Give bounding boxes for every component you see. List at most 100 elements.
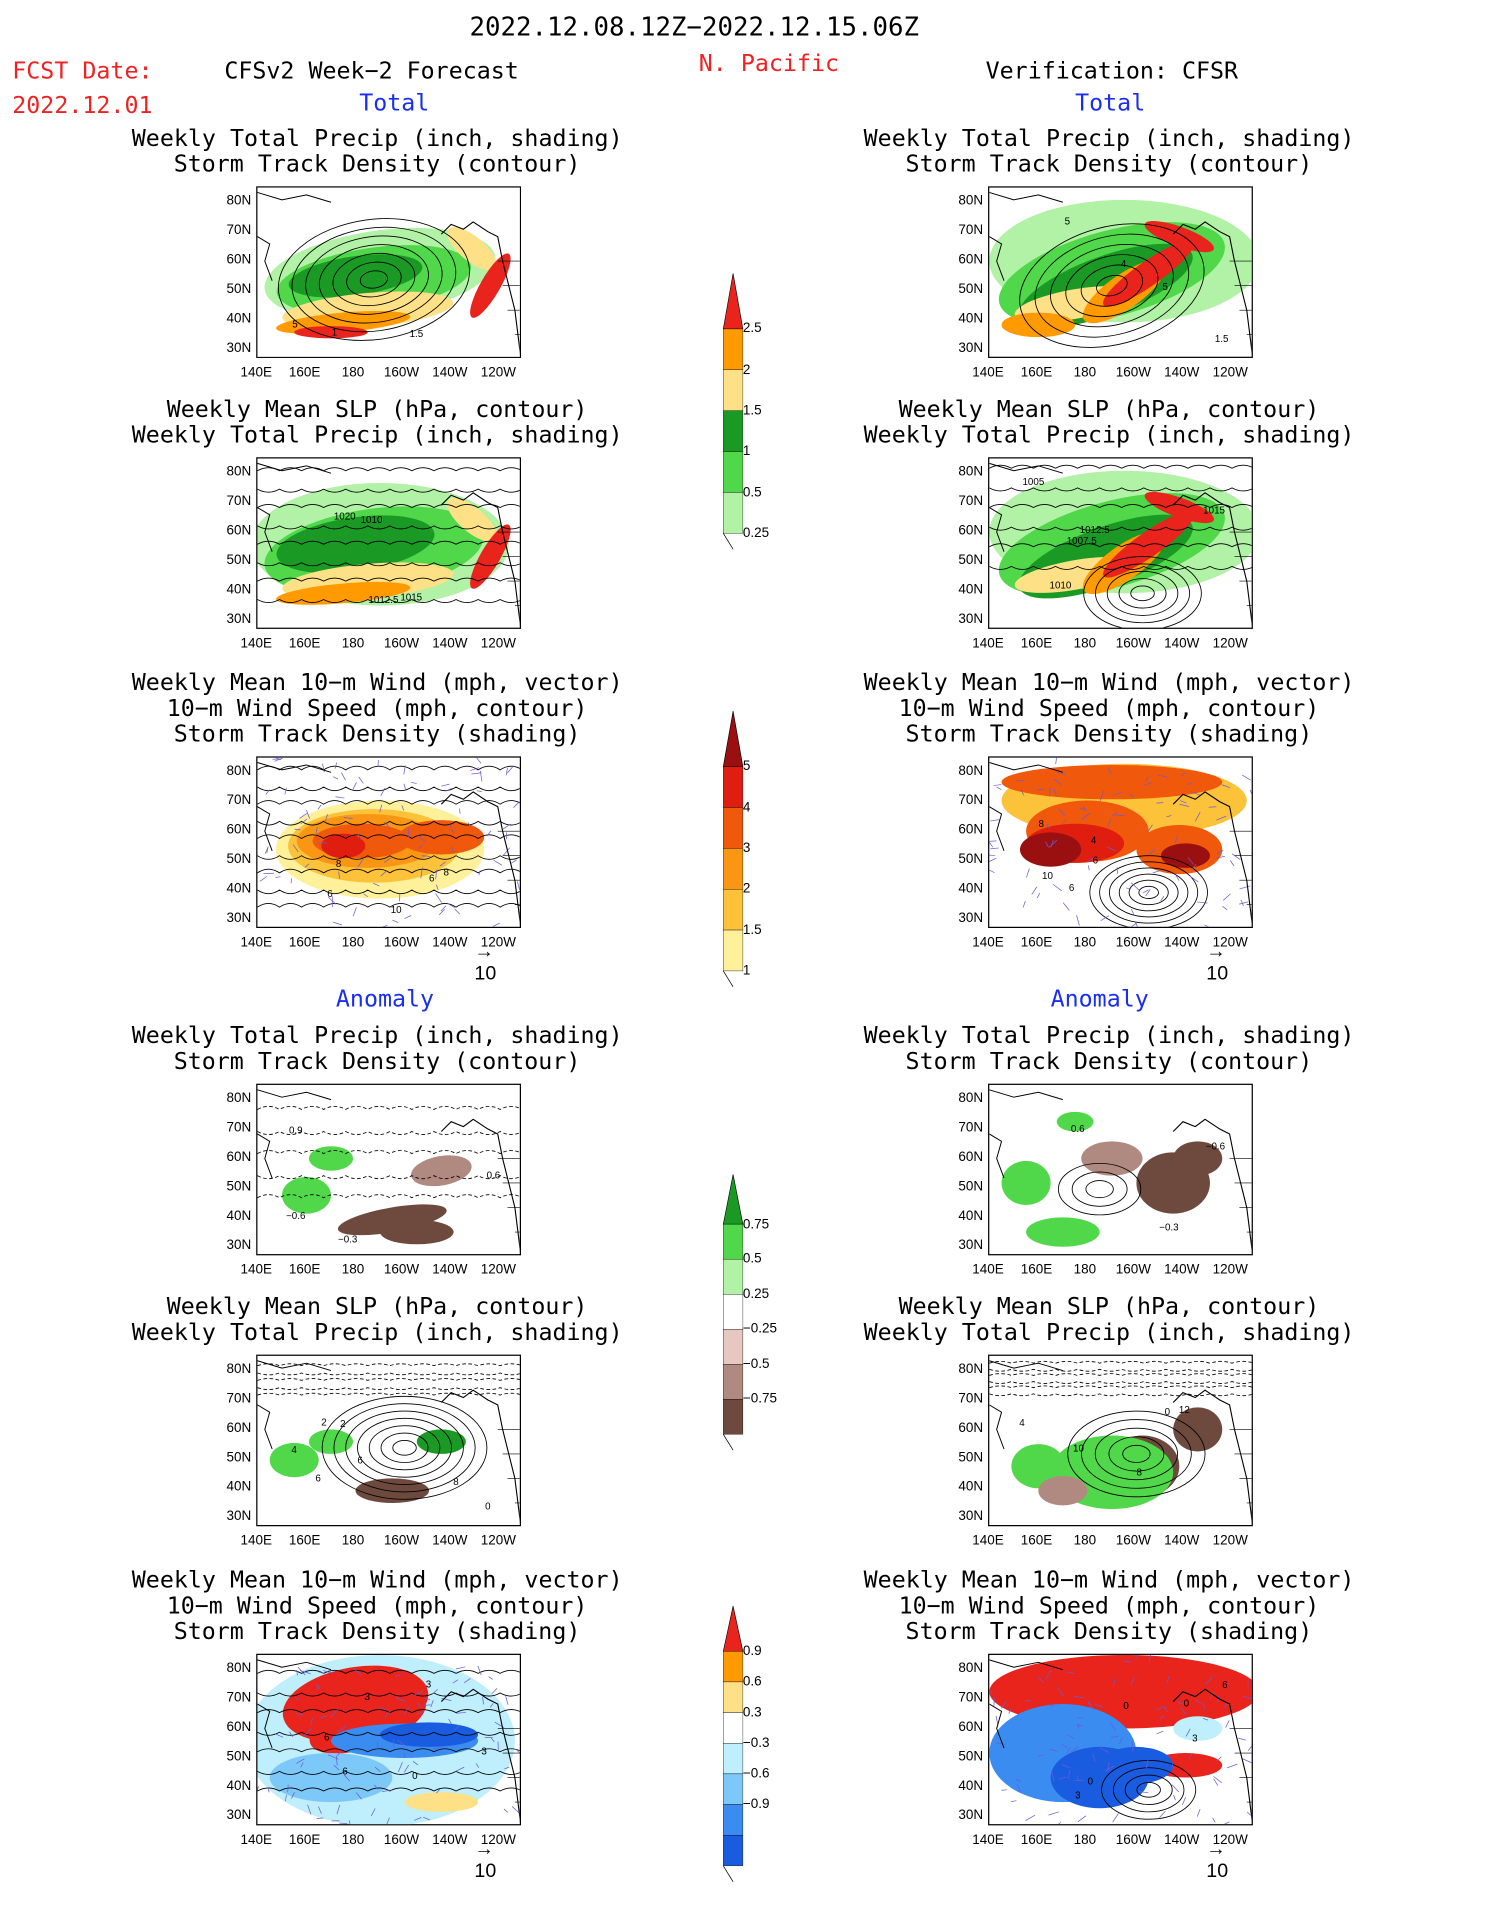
panel-title-line: Storm Track Density (shading) — [905, 1618, 1313, 1646]
panel-title-line: Weekly Mean 10−m Wind (mph, vector) — [131, 1566, 623, 1594]
lat-tick-label: 30N — [226, 340, 252, 356]
lat-tick-label: 70N — [958, 223, 984, 238]
lon-tick-label: 160W — [1115, 1533, 1151, 1549]
panel-title-line: Weekly Mean 10−m Wind (mph, vector) — [863, 669, 1355, 697]
lat-tick-label: 80N — [226, 464, 252, 480]
map-plot: 1 1.5 5 — [256, 186, 522, 358]
lon-tick-label: 120W — [480, 1832, 516, 1848]
vector-reference-value: 10 — [1206, 963, 1229, 985]
contour-label: 8 — [1136, 1467, 1142, 1478]
lat-tick-label: 30N — [226, 1808, 252, 1823]
colorbar-density_anom: 0.9 0.6 0.3 −0.3 −0.6 −0.9 — [721, 1602, 795, 1884]
colorbar-label: 4 — [742, 800, 751, 815]
date-range: 2022.12.08.12Z−2022.12.15.06Z — [469, 12, 920, 42]
panel-title-line: 10−m Wind Speed (mph, contour) — [166, 1592, 588, 1620]
lat-tick-label: 60N — [958, 1719, 984, 1735]
panel-title-line: Storm Track Density (shading) — [173, 720, 581, 748]
contour-label: 8 — [453, 1477, 459, 1488]
lon-tick-label: 140E — [240, 935, 272, 951]
lat-tick-label: 40N — [226, 582, 252, 598]
verification-title: Verification: CFSR — [985, 57, 1239, 85]
colorbar-label: 0.25 — [742, 525, 770, 541]
lat-tick-label: 30N — [226, 1238, 252, 1253]
lon-tick-label: 180 — [341, 365, 365, 381]
contour-label: −0.3 — [338, 1235, 358, 1246]
contour-label: 2 — [321, 1417, 326, 1428]
contour-label: 4 — [1121, 259, 1127, 270]
contour-label: 10 — [391, 905, 402, 916]
lat-tick-label: 60N — [958, 1420, 984, 1436]
lon-tick-label: 160W — [383, 1533, 420, 1549]
lon-tick-label: 140W — [1164, 636, 1200, 651]
section-anomaly-left: Anomaly — [335, 985, 435, 1013]
lat-tick-label: 40N — [958, 1208, 984, 1224]
lon-tick-label: 160E — [288, 1262, 321, 1278]
contour-label: 1.5 — [410, 329, 424, 340]
panel-title-line: Weekly Total Precip (inch, shading) — [863, 1022, 1355, 1050]
lon-tick-label: 140W — [432, 1533, 468, 1549]
colorbar-label: 0.3 — [742, 1705, 762, 1720]
lat-tick-label: 30N — [958, 1808, 984, 1823]
contour-label: 1.5 — [1215, 334, 1229, 345]
lat-tick-label: 50N — [958, 1179, 984, 1195]
contour-label: 6 — [1093, 855, 1099, 866]
map-canvas: 1020 1012.5 1010 1015 — [257, 462, 520, 625]
vector-reference-arrow: → 10 — [1206, 941, 1229, 985]
lat-tick-label: 50N — [226, 852, 252, 867]
colorbar-label: 1.5 — [742, 403, 762, 419]
lon-tick-label: 180 — [341, 935, 365, 951]
contour-label: −0.6 — [286, 1211, 306, 1222]
colorbar-label: 0.6 — [742, 1674, 762, 1690]
colorbar-label: −0.5 — [742, 1356, 770, 1372]
colorbar-label: 1 — [742, 963, 751, 979]
panel-title-line: Storm Track Density (shading) — [173, 1618, 581, 1646]
contour-label: 6 — [327, 889, 333, 900]
lat-tick-label: 80N — [958, 193, 984, 209]
lat-tick-label: 60N — [226, 523, 252, 539]
map-panel-fc-anom-slp: 2 8 6 2 0 6 4 80N 70N 60N 50N 40N 30N 140E 160E 180 160W… — [227, 1354, 522, 1548]
contour-label: 0 — [1123, 1701, 1129, 1712]
lat-tick-label: 60N — [958, 822, 984, 838]
panel-title-line: Storm Track Density (contour) — [173, 1048, 581, 1076]
lon-tick-label: 140E — [240, 365, 272, 381]
lat-tick-label: 70N — [226, 223, 252, 238]
colorbar-label: 2.5 — [742, 321, 762, 337]
lon-tick-label: 180 — [1073, 1533, 1097, 1549]
contour-label: 0 — [1088, 1776, 1094, 1787]
lon-tick-label: 160W — [383, 636, 420, 651]
vector-reference-arrow: → 10 — [1206, 1838, 1229, 1882]
lon-tick-label: 120W — [480, 1533, 516, 1549]
lat-tick-label: 40N — [226, 1778, 252, 1794]
lat-tick-label: 80N — [958, 1361, 984, 1377]
map-panel-ob-total-precip: 5 4 5 1.5 80N 70N 60N 50N 40N 30N 140E 160E 180 160W 1… — [958, 186, 1253, 380]
map-plot: 1020 1012.5 1010 1015 — [256, 457, 522, 629]
contour-label: −0.3 — [1159, 1222, 1179, 1233]
map-canvas: 1 1.55 — [257, 187, 520, 357]
section-anomaly-right: Anomaly — [1050, 985, 1149, 1013]
lon-tick-label: 120W — [1212, 365, 1248, 381]
colorbar-swatches — [722, 273, 744, 550]
contour-label: 1012.5 — [1080, 525, 1111, 536]
colorbar-label: 2 — [742, 881, 751, 897]
contour-label: 0 — [1184, 1698, 1190, 1709]
map-canvas: −0.3 −0.6 0.9 0.6 — [257, 1089, 520, 1252]
fcst-date-label: FCST Date: — [12, 57, 153, 85]
contour-label: 1010 — [1050, 581, 1072, 592]
lon-tick-label: 180 — [341, 636, 365, 651]
colorbar-label: 1.5 — [742, 922, 762, 938]
lat-tick-label: 60N — [958, 1149, 984, 1165]
lat-tick-label: 80N — [226, 1361, 252, 1377]
panel-title-line: Storm Track Density (contour) — [905, 1048, 1313, 1076]
panel-title-line: Storm Track Density (contour) — [173, 150, 581, 178]
contour-label: 6 — [342, 1767, 348, 1778]
contour-label: 0.6 — [487, 1171, 501, 1182]
map-canvas: 6 0 3 3 6 3 — [257, 1654, 520, 1825]
lat-tick-label: 80N — [958, 1661, 984, 1676]
lat-tick-label: 40N — [958, 311, 984, 327]
panel-title-line: Storm Track Density (contour) — [905, 150, 1313, 178]
lon-tick-label: 160E — [1020, 1832, 1053, 1848]
map-plot: 5 4 5 1.5 — [988, 186, 1253, 358]
lat-tick-label: 40N — [226, 1208, 252, 1224]
map-plot: 6 0 3 3 6 3 — [256, 1653, 522, 1826]
